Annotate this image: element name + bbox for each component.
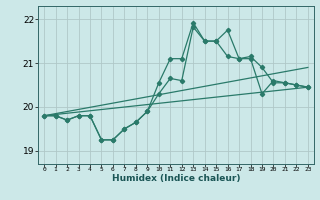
X-axis label: Humidex (Indice chaleur): Humidex (Indice chaleur) (112, 174, 240, 183)
